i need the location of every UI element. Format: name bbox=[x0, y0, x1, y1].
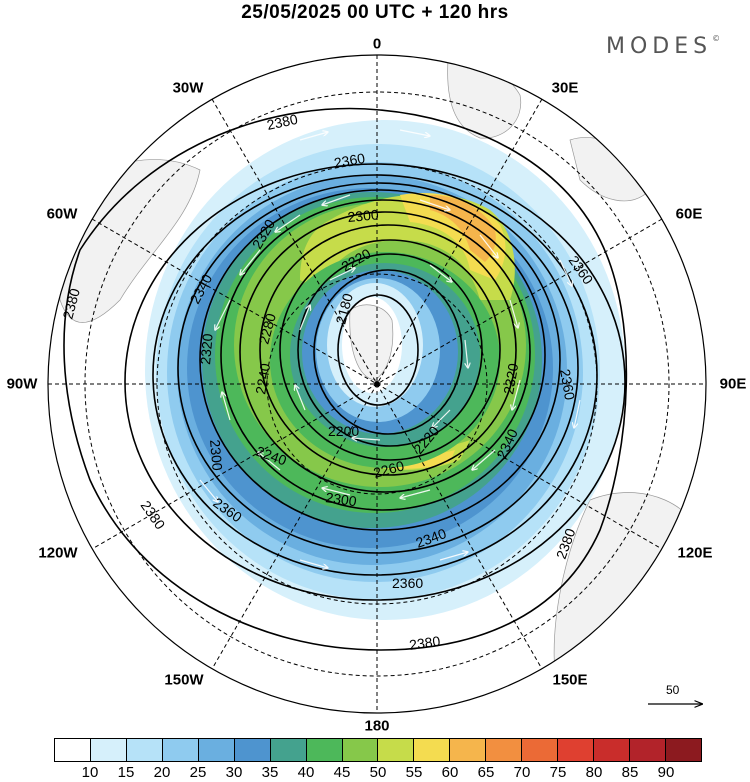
contour-label: 2380 bbox=[265, 111, 299, 133]
north-pole-dot bbox=[374, 381, 380, 387]
lon-label-120e: 120E bbox=[677, 544, 713, 562]
contour-label: 2320 bbox=[500, 362, 521, 396]
contour-label: 2360 bbox=[557, 368, 578, 402]
brand-logo: MODES© bbox=[606, 33, 721, 59]
wind-vectors bbox=[199, 129, 581, 568]
colorbar-segment bbox=[486, 739, 523, 761]
contour-label: 2300 bbox=[207, 439, 226, 472]
colorbar-tick: 35 bbox=[261, 764, 279, 781]
lon-label-30w: 30W bbox=[172, 79, 204, 97]
colorbar-tick: 50 bbox=[369, 764, 387, 781]
contour-label: 2280 bbox=[255, 311, 279, 345]
colorbar-segment bbox=[665, 739, 701, 761]
colorbar-segment bbox=[162, 739, 199, 761]
contour-label: 2380 bbox=[138, 498, 169, 533]
colorbar-segment bbox=[234, 739, 271, 761]
colorbar-tick: 20 bbox=[153, 764, 171, 781]
lon-label-120w: 120W bbox=[38, 544, 78, 562]
colorbar-tick: 80 bbox=[585, 764, 603, 781]
colorbar-tick: 65 bbox=[477, 764, 495, 781]
contour-label: 2180 bbox=[332, 291, 356, 325]
colorbar-segment bbox=[198, 739, 235, 761]
contour-label: 2380 bbox=[59, 286, 83, 320]
lon-label-90w: 90W bbox=[6, 375, 38, 393]
colorbar-tick: 75 bbox=[549, 764, 567, 781]
colorbar-segment bbox=[522, 739, 559, 761]
land-scandinavia bbox=[569, 137, 651, 202]
lon-label-150w: 150W bbox=[164, 671, 204, 689]
contour-label: 2300 bbox=[325, 489, 358, 509]
colorbar-segment bbox=[630, 739, 666, 761]
colorbar-tick: 30 bbox=[225, 764, 243, 781]
colorbar-segment bbox=[55, 739, 91, 761]
colorbar-tick: 25 bbox=[189, 764, 207, 781]
map-border bbox=[47, 54, 707, 714]
lon-label-60e: 60E bbox=[675, 205, 703, 223]
colorbar-segment bbox=[450, 739, 487, 761]
colorbar-tick: 40 bbox=[297, 764, 315, 781]
colorbar-segment bbox=[306, 739, 343, 761]
colorbar-tick: 55 bbox=[405, 764, 423, 781]
contour-label: 2380 bbox=[408, 633, 441, 653]
lon-label-150e: 150E bbox=[552, 671, 588, 689]
contour-label: 2200 bbox=[328, 423, 359, 439]
colorbar-tick: 45 bbox=[333, 764, 351, 781]
colorbar-segment bbox=[342, 739, 379, 761]
lon-label-0: 0 bbox=[372, 35, 382, 53]
colorbar-segment bbox=[378, 739, 415, 761]
land-asia bbox=[553, 492, 706, 701]
colorbar-tick: 85 bbox=[621, 764, 639, 781]
colorbar-tick: 70 bbox=[513, 764, 531, 781]
colorbar-tick: 10 bbox=[81, 764, 99, 781]
colorbar-segment bbox=[90, 739, 127, 761]
colorbar-segment bbox=[126, 739, 163, 761]
colorbar-tick: 60 bbox=[441, 764, 459, 781]
contour-label: 2300 bbox=[347, 206, 380, 225]
lon-label-180: 180 bbox=[364, 717, 390, 735]
colorbar-segment bbox=[558, 739, 595, 761]
height-contours bbox=[63, 107, 628, 651]
contour-label: 2360 bbox=[333, 150, 367, 171]
contour-label: 2260 bbox=[372, 457, 406, 481]
map-title: 25/05/2025 00 UTC + 120 hrs bbox=[241, 2, 509, 23]
colorbar bbox=[54, 738, 702, 762]
colorbar-segment bbox=[270, 739, 307, 761]
colorbar-tick: 15 bbox=[117, 764, 135, 781]
lon-label-90e: 90E bbox=[719, 375, 747, 393]
lon-label-30e: 30E bbox=[551, 79, 579, 97]
lon-label-60w: 60W bbox=[46, 205, 78, 223]
contour-label: 2320 bbox=[197, 333, 216, 366]
wind-scale-label: 50 bbox=[666, 683, 680, 697]
colorbar-tick: 90 bbox=[657, 764, 675, 781]
colorbar-segment bbox=[594, 739, 630, 761]
contour-label: 2360 bbox=[392, 575, 423, 591]
contour-label: 2240 bbox=[252, 362, 273, 396]
colorbar-segment bbox=[414, 739, 451, 761]
